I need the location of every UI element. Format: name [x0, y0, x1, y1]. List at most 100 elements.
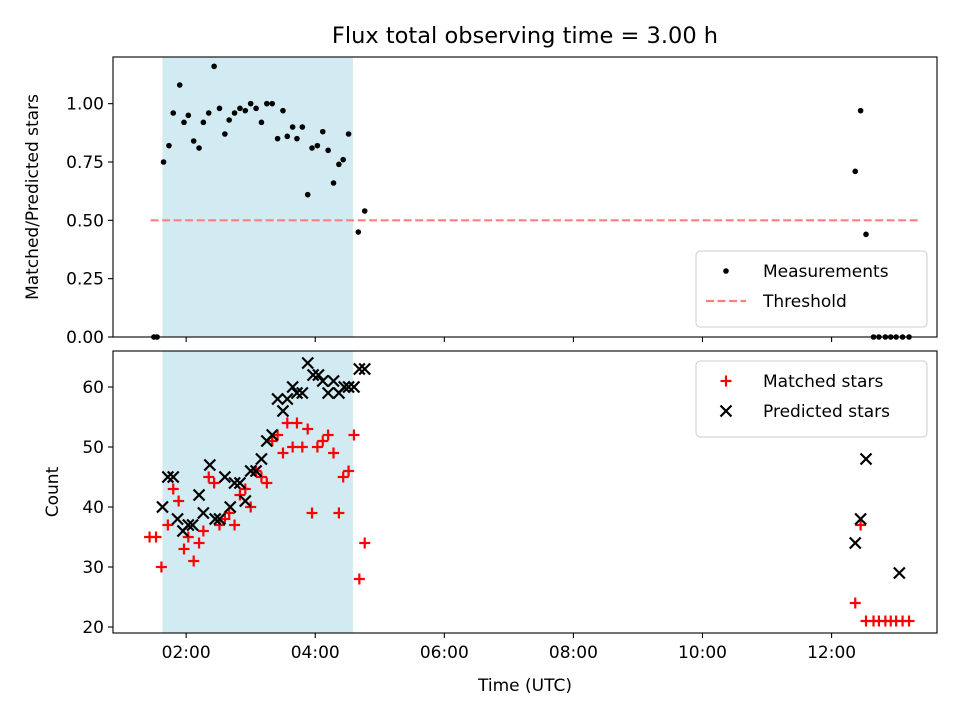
matched-point: [178, 543, 190, 555]
predicted-point: [271, 392, 284, 406]
predicted-point: [321, 386, 335, 400]
measurement-point: [269, 100, 276, 107]
measurement-point: [319, 128, 326, 135]
measurement-point: [304, 191, 311, 198]
matched-point: [193, 537, 205, 549]
predicted-point: [342, 380, 355, 394]
predicted-point-b: [296, 386, 309, 400]
predicted-point: [218, 470, 232, 484]
y-tick-label: 60: [82, 378, 104, 398]
predicted-point-b: [255, 452, 268, 466]
predicted-point: [249, 464, 263, 478]
y-tick-label: 0.25: [66, 270, 104, 290]
matched-point: [353, 573, 365, 585]
legend-matched-marker: [720, 375, 732, 387]
y-tick-label: 30: [82, 558, 104, 578]
predicted-point-b: [239, 494, 252, 508]
measurement-point: [160, 159, 167, 165]
x-tick-label: 04:00: [291, 643, 340, 663]
predicted-point-b: [854, 512, 867, 526]
predicted-point-b: [280, 392, 294, 406]
matched-point: [203, 471, 215, 483]
predicted-point-b: [223, 500, 237, 514]
measurement-point: [309, 145, 315, 151]
matched-point: [213, 519, 225, 531]
x-tick-label: 10:00: [678, 643, 727, 663]
matched-point: [261, 477, 273, 489]
predicted-point: [208, 512, 222, 526]
predicted-point: [182, 518, 195, 532]
predicted-point: [228, 476, 241, 490]
measurement-point: [231, 110, 238, 116]
measurement-point: [185, 112, 192, 119]
matched-point: [182, 531, 194, 543]
legend-label: Threshold: [762, 292, 847, 312]
measurement-point: [247, 100, 254, 107]
matched-point: [197, 525, 209, 537]
predicted-point-b: [208, 512, 222, 526]
predicted-point: [286, 380, 299, 394]
measurement-point: [190, 138, 197, 144]
measurement-point: [340, 156, 347, 163]
measurement-point: [216, 105, 223, 112]
predicted-point: [171, 512, 184, 526]
predicted-point: [316, 374, 330, 388]
predicted-point: [265, 428, 279, 442]
measurement-point: [200, 119, 207, 126]
predicted-point-b: [244, 464, 257, 478]
measurement-point: [299, 124, 306, 130]
measurement-point: [852, 168, 859, 175]
predicted-point: [854, 512, 867, 526]
measurement-point: [330, 180, 337, 186]
predicted-point: [244, 464, 257, 478]
measurement-point: [237, 105, 243, 112]
predicted-point-b: [156, 500, 169, 514]
predicted-point-b: [203, 458, 217, 472]
measurement-point: [242, 107, 249, 114]
matched-point: [291, 417, 303, 429]
y-axis-label: Count: [43, 466, 63, 517]
axes-frame: [112, 350, 938, 634]
chart-title: Flux total observing time = 3.00 h: [332, 23, 718, 49]
predicted-point: [255, 452, 268, 466]
predicted-point-b: [228, 476, 241, 490]
predicted-point-b: [213, 512, 226, 526]
legend-predicted-marker: [719, 404, 733, 418]
matched-point: [150, 531, 162, 543]
series-matched-stars: [144, 417, 915, 627]
measurement-point: [264, 100, 270, 107]
y-tick-label: 40: [82, 498, 104, 518]
predicted-point: [239, 494, 252, 508]
predicted-point: [213, 512, 226, 526]
matched-point: [328, 447, 340, 459]
matched-point: [302, 423, 314, 435]
y-tick-label: 0.50: [66, 211, 104, 231]
predicted-point-b: [271, 392, 284, 406]
legend: Matched stars Predicted stars: [695, 360, 928, 438]
matched-point: [306, 507, 318, 519]
predicted-point-b: [182, 518, 195, 532]
measurement-point: [226, 117, 232, 123]
predicted-point-b: [161, 470, 175, 484]
measurement-point: [258, 119, 265, 126]
matched-point: [208, 477, 220, 489]
measurement-point: [336, 161, 342, 168]
predicted-point-b: [233, 476, 247, 490]
matched-point: [272, 429, 284, 441]
predicted-point-b: [301, 356, 314, 370]
predicted-point-b: [192, 488, 206, 502]
matched-point: [277, 447, 289, 459]
matched-point: [337, 471, 349, 483]
observing-window-span: [162, 57, 353, 337]
predicted-point: [276, 404, 290, 418]
matched-point: [343, 465, 355, 477]
predicted-point: [192, 488, 206, 502]
predicted-point: [296, 386, 309, 400]
legend: Measurements Threshold: [695, 250, 928, 328]
measurement-point: [361, 208, 368, 214]
x-tick-label: 08:00: [549, 643, 598, 663]
measurement-point: [211, 63, 217, 70]
matched-point: [296, 441, 308, 453]
predicted-point: [280, 392, 294, 406]
